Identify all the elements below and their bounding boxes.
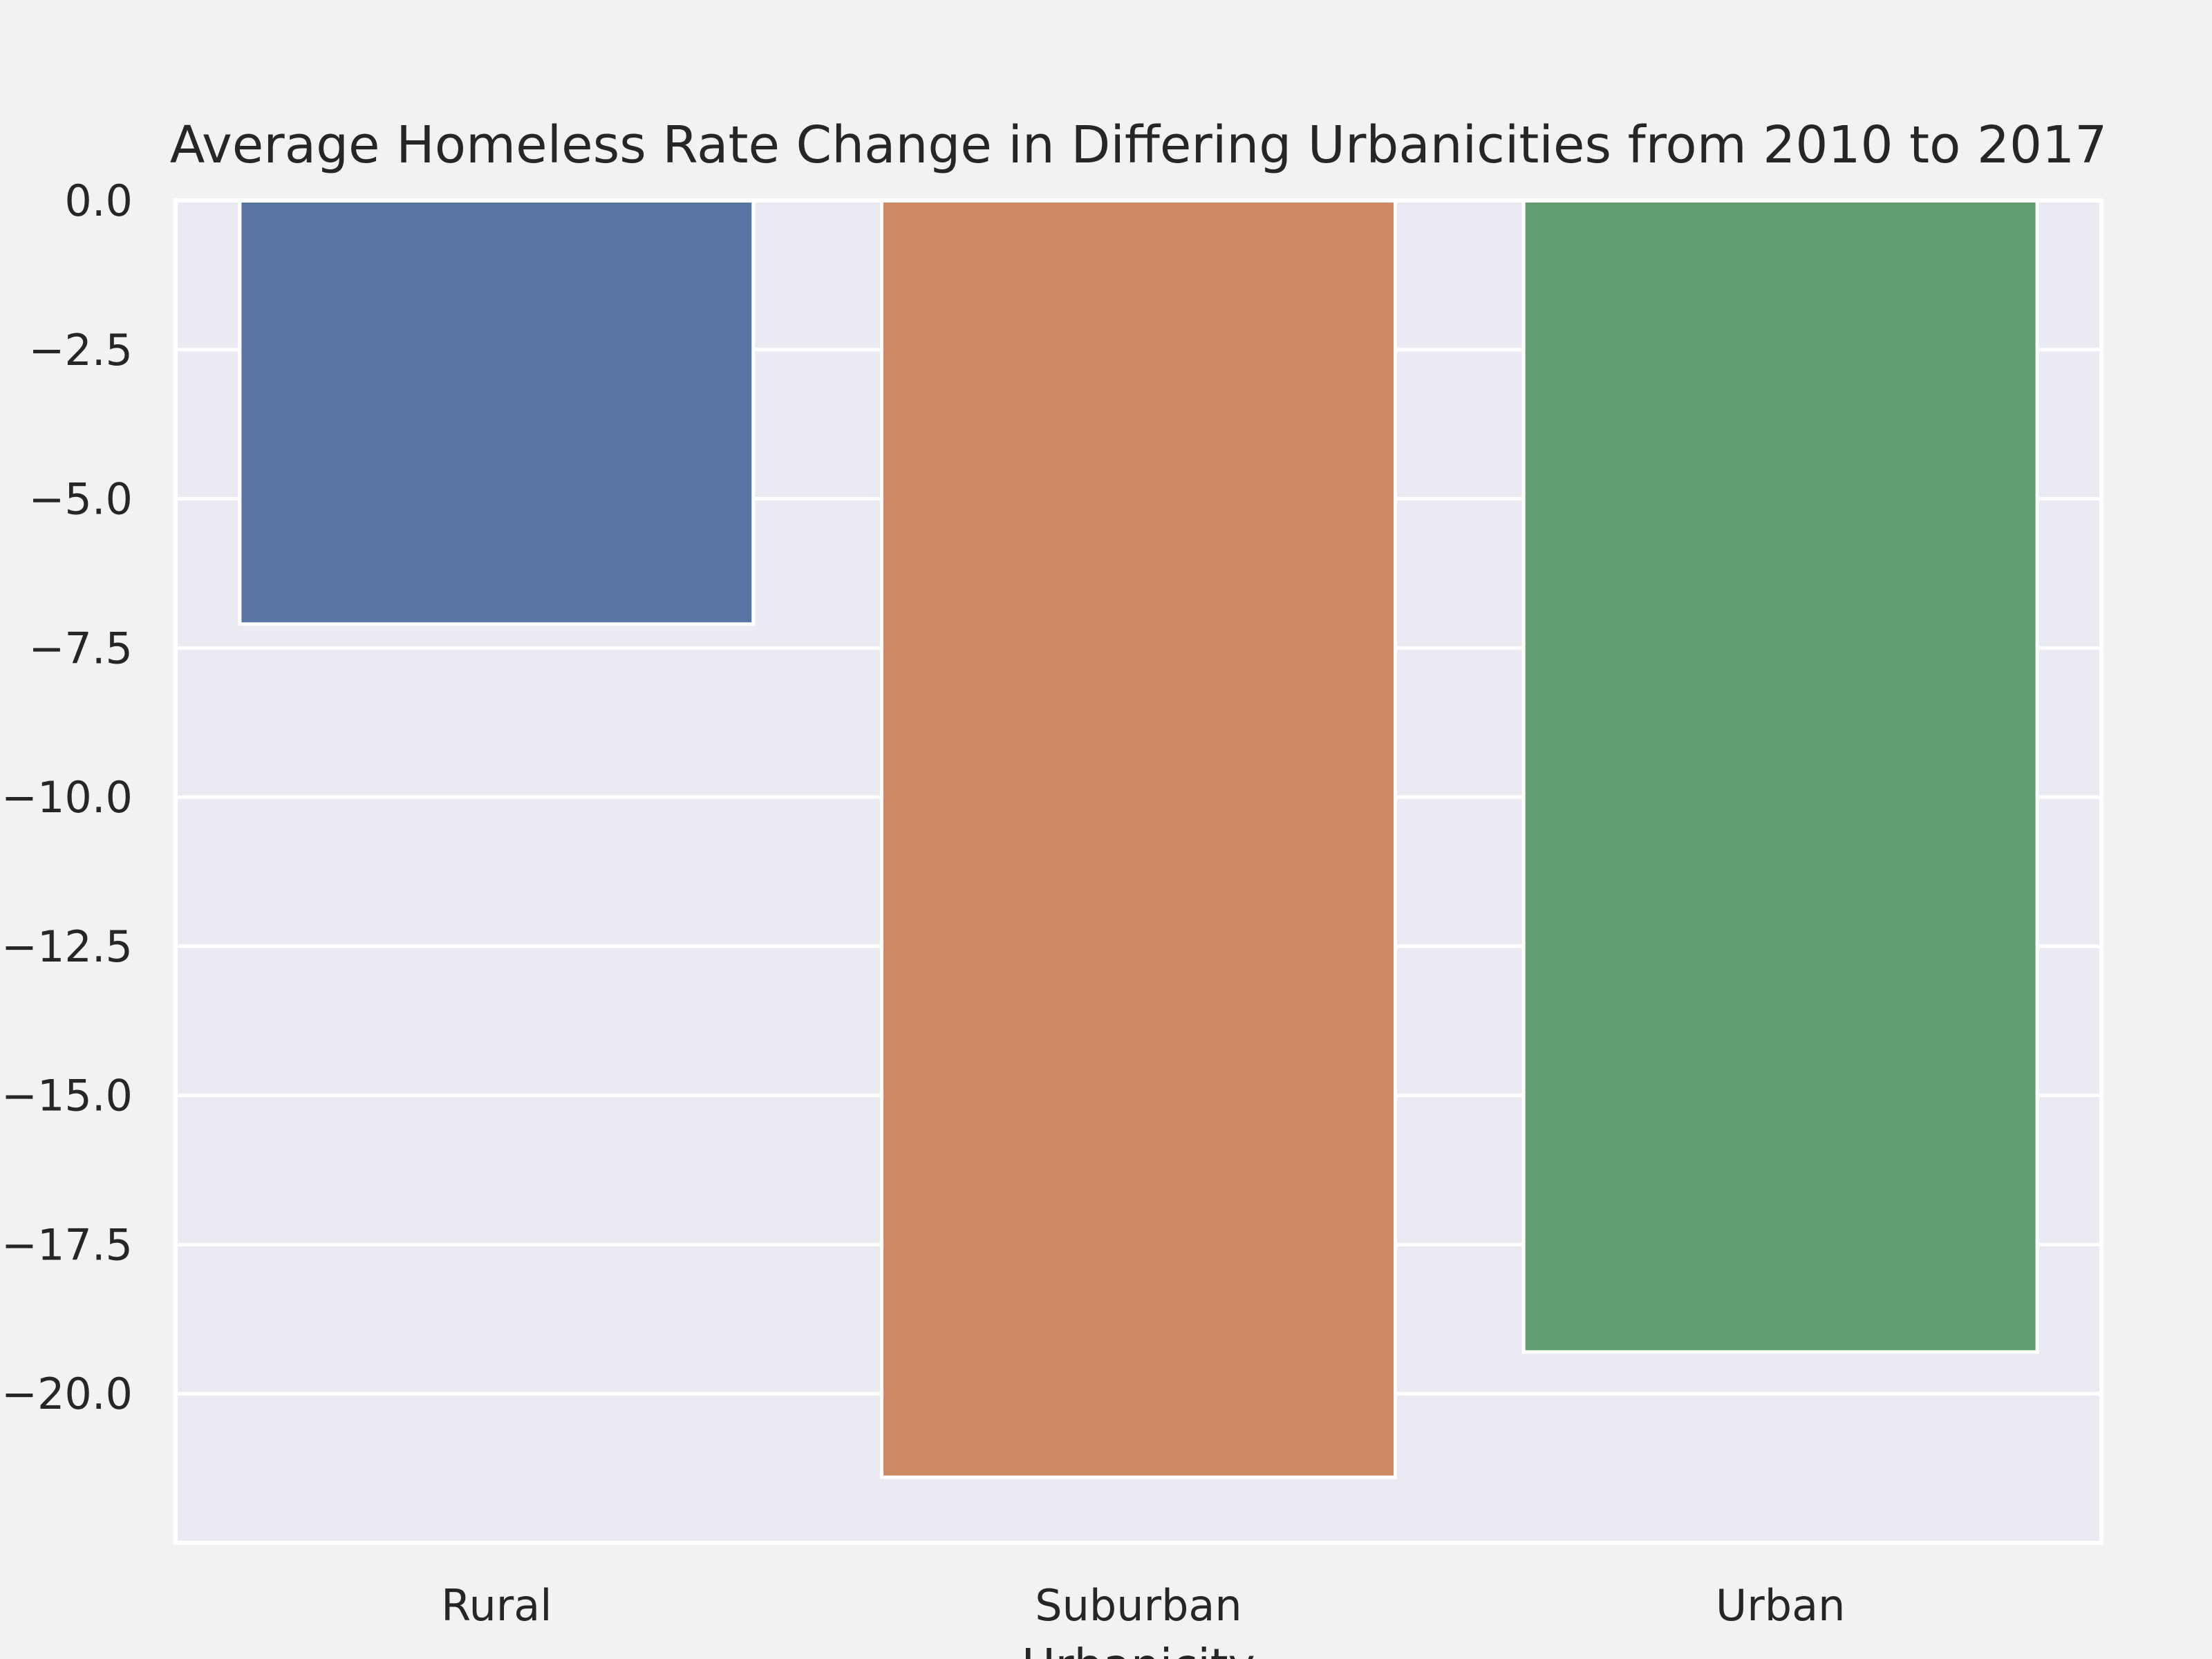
bars bbox=[238, 198, 2039, 1479]
x-tick-label-rural: Rural bbox=[441, 1580, 552, 1631]
y-tick-label: −2.5 bbox=[28, 325, 133, 375]
y-tick-label: −15.0 bbox=[1, 1071, 133, 1121]
y-tick-label: −12.5 bbox=[1, 921, 133, 972]
plot-frame bbox=[174, 198, 2103, 1545]
y-tick-label: −17.5 bbox=[1, 1219, 133, 1270]
y-tick-label: −10.0 bbox=[1, 772, 133, 823]
x-axis-label: Urbanicity bbox=[1022, 1639, 1255, 1659]
x-tick-label-suburban: Suburban bbox=[1035, 1580, 1241, 1631]
y-tick-label: −5.0 bbox=[28, 474, 133, 525]
chart-title: Average Homeless Rate Change in Differin… bbox=[170, 115, 2108, 175]
y-tick-labels: 0.0 −2.5 −5.0 −7.5 −10.0 −12.5 −15.0 −17.5 −20.0 bbox=[1, 176, 133, 1419]
bar-urban bbox=[1521, 198, 2039, 1354]
y-tick-label: 0.0 bbox=[64, 176, 133, 226]
y-tick-label: −20.0 bbox=[1, 1369, 133, 1419]
bar-suburban bbox=[880, 198, 1397, 1479]
bar-rural bbox=[238, 198, 756, 626]
x-tick-labels: Rural Suburban Urban bbox=[441, 1580, 1845, 1631]
y-tick-label: −7.5 bbox=[28, 623, 133, 673]
x-tick-label-urban: Urban bbox=[1716, 1580, 1846, 1631]
